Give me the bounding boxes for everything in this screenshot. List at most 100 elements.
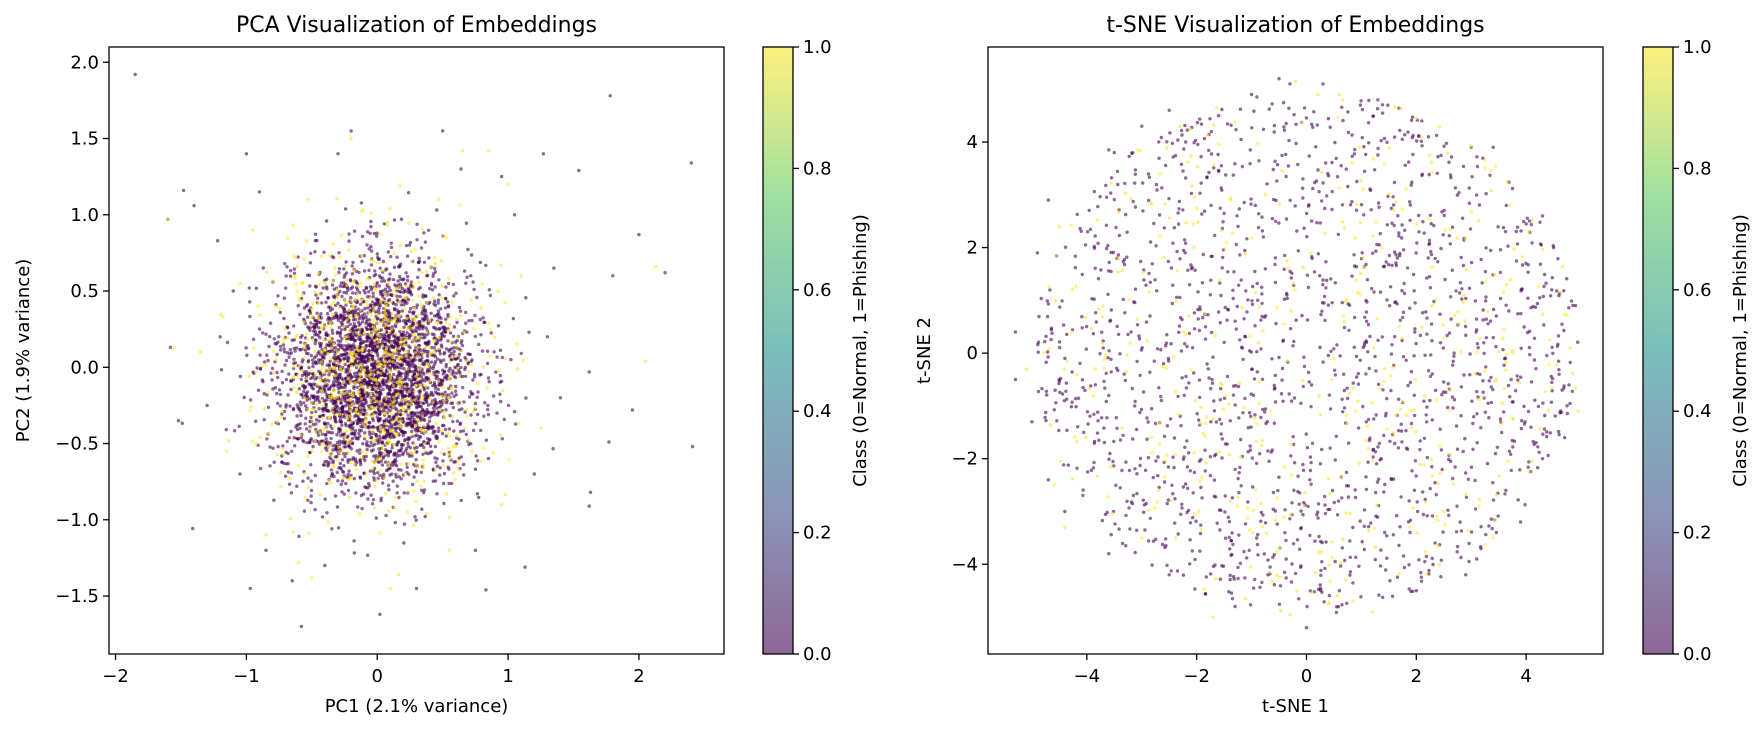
tsne-point-class-0 — [1412, 488, 1417, 492]
tsne-point-class-0 — [1464, 471, 1468, 475]
pca-point-class-0 — [378, 388, 382, 393]
tsne-point-class-0 — [1430, 339, 1434, 343]
pca-point-class-1 — [321, 416, 325, 420]
tsne-point-class-0 — [1384, 260, 1388, 264]
pca-point-class-0 — [346, 288, 350, 292]
pca-point-class-1 — [420, 228, 425, 232]
pca-point-class-0 — [355, 449, 359, 453]
tsne-point-class-0 — [1320, 199, 1324, 203]
pca-y-axis: −1.5−1.0−0.50.00.51.01.52.0 — [55, 52, 109, 607]
pca-point-class-0 — [444, 362, 448, 367]
pca-point-class-0 — [340, 343, 344, 348]
pca-point-class-0 — [416, 437, 421, 441]
pca-point-class-0 — [367, 382, 372, 387]
pca-point-class-1 — [292, 365, 296, 369]
pca-point-class-0 — [382, 383, 386, 387]
tsne-point-class-0 — [1395, 513, 1399, 518]
pca-point-class-1 — [166, 217, 170, 221]
tsne-point-class-0 — [1188, 469, 1193, 473]
pca-point-class-1 — [412, 343, 417, 347]
pca-point-class-1 — [254, 370, 258, 374]
pca-point-class-0 — [322, 385, 326, 389]
pca-point-class-0 — [289, 351, 294, 355]
pca-point-class-1 — [427, 319, 432, 323]
pca-point-class-0 — [382, 434, 386, 439]
pca-point-class-0 — [405, 254, 410, 258]
pca-point-class-0 — [433, 303, 438, 308]
tsne-point-class-0 — [1198, 305, 1202, 309]
tsne-point-class-0 — [1176, 138, 1180, 142]
pca-point-class-1 — [353, 381, 358, 385]
tsne-point-class-0 — [1391, 533, 1396, 537]
pca-point-class-1 — [319, 388, 323, 393]
pca-point-class-0 — [298, 426, 302, 431]
pca-point-class-0 — [398, 329, 402, 334]
pca-point-class-0 — [306, 498, 310, 502]
tsne-point-class-0 — [1392, 180, 1397, 185]
pca-chart-title: PCA Visualization of Embeddings — [236, 13, 597, 38]
pca-point-class-0 — [322, 250, 326, 254]
pca-point-class-0 — [278, 392, 283, 397]
pca-point-class-0 — [248, 314, 252, 319]
pca-point-class-1 — [300, 292, 304, 297]
pca-point-class-1 — [329, 481, 333, 485]
pca-point-class-1 — [412, 281, 416, 285]
pca-point-class-0 — [435, 374, 440, 379]
pca-point-class-1 — [424, 269, 429, 274]
pca-point-class-1 — [391, 360, 395, 364]
pca-point-class-0 — [358, 342, 363, 346]
pca-point-class-0 — [338, 334, 342, 338]
pca-point-class-0 — [362, 253, 366, 258]
pca-point-class-0 — [352, 551, 357, 555]
pca-point-class-0 — [441, 459, 445, 463]
pca-point-class-1 — [414, 499, 418, 504]
pca-point-class-0 — [416, 275, 420, 280]
tsne-point-class-0 — [1434, 133, 1439, 138]
pca-point-class-0 — [437, 410, 442, 414]
pca-point-class-0 — [437, 278, 441, 282]
pca-point-class-1 — [324, 367, 328, 371]
pca-point-class-0 — [476, 412, 480, 417]
tsne-point-class-0 — [1212, 399, 1216, 403]
tsne-point-class-0 — [1157, 156, 1161, 160]
pca-point-class-1 — [434, 421, 438, 426]
pca-point-class-0 — [460, 339, 464, 343]
pca-point-class-1 — [406, 284, 410, 288]
pca-point-class-0 — [452, 349, 456, 354]
pca-point-class-0 — [350, 436, 355, 441]
pca-point-class-1 — [503, 356, 508, 361]
tsne-point-class-0 — [1091, 332, 1096, 336]
tsne-point-class-0 — [1568, 401, 1572, 406]
pca-point-class-0 — [343, 327, 347, 332]
tsne-point-class-0 — [1073, 254, 1078, 258]
pca-point-class-1 — [362, 332, 367, 336]
pca-point-class-1 — [377, 340, 381, 344]
tsne-point-class-0 — [1180, 376, 1184, 380]
pca-point-class-1 — [301, 280, 305, 285]
tsne-point-class-0 — [1475, 164, 1480, 169]
pca-point-class-1 — [345, 301, 349, 305]
pca-point-class-0 — [421, 324, 425, 329]
pca-point-class-0 — [338, 315, 342, 320]
pca-point-class-0 — [307, 359, 311, 363]
pca-point-class-0 — [266, 358, 270, 363]
pca-point-class-1 — [419, 302, 423, 307]
tsne-point-class-0 — [1283, 531, 1287, 535]
pca-point-class-0 — [369, 493, 373, 497]
tsne-point-class-0 — [1123, 378, 1128, 383]
pca-point-class-0 — [316, 296, 320, 300]
pca-point-class-0 — [279, 348, 283, 352]
pca-point-class-1 — [654, 264, 658, 269]
pca-point-class-0 — [452, 429, 456, 433]
pca-point-class-0 — [340, 458, 345, 462]
pca-point-class-0 — [390, 330, 394, 334]
pca-point-class-1 — [521, 358, 525, 362]
pca-point-class-0 — [431, 274, 435, 278]
pca-point-class-1 — [410, 260, 414, 264]
pca-point-class-1 — [412, 489, 416, 493]
pca-point-class-0 — [484, 438, 489, 442]
tsne-point-class-0 — [1260, 377, 1265, 381]
pca-point-class-1 — [371, 325, 375, 329]
pca-point-class-1 — [331, 410, 335, 414]
pca-point-class-1 — [341, 360, 346, 365]
